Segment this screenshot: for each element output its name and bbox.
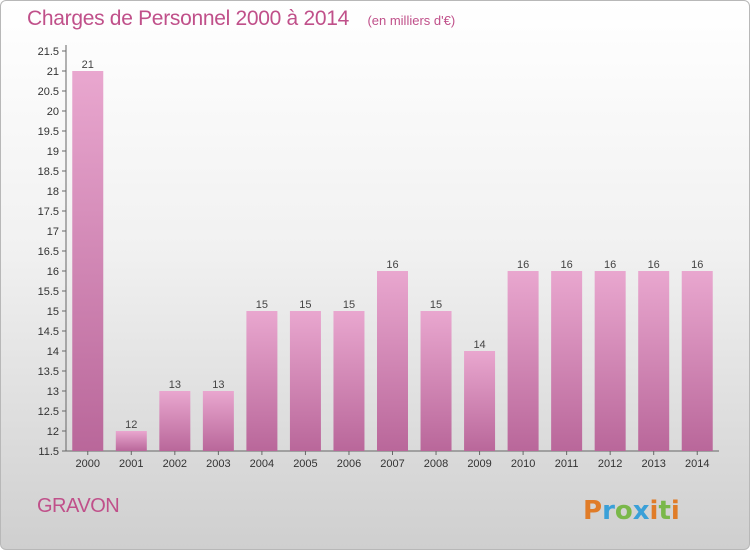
chart-unit: (en milliers d'€) [367,13,456,28]
x-tick-label: 2002 [163,458,187,470]
bar-2006 [333,311,365,451]
bar-2004 [246,311,278,451]
y-axis: 11.5 12 12.5 13 13.5 14 14.5 15 15.5 16 16.5 17 17.5… [38,45,67,458]
bar-2011 [551,271,583,451]
bar-2000 [72,71,104,451]
bar-2003 [202,391,234,451]
data-label-2008: 15 [430,299,442,311]
data-label-2012: 16 [604,259,616,271]
y-tick-label: 16.5 [38,246,59,258]
data-labels: 21 12 13 13 15 15 15 16 15 14 16 16 16 16 16 [82,59,704,431]
y-tick-label: 19.5 [38,126,59,138]
y-tick-label: 12 [47,426,59,438]
y-tick-label: 17 [47,226,59,238]
x-tick-label: 2008 [424,458,448,470]
x-tick-label: 2012 [598,458,622,470]
x-tick-label: 2007 [380,458,404,470]
y-tick-label: 14.5 [38,326,59,338]
data-label-2007: 16 [386,259,398,271]
data-label-2014: 16 [691,259,703,271]
data-label-2006: 15 [343,299,355,311]
y-tick-label: 19 [47,146,59,158]
y-tick-label: 13 [47,386,59,398]
x-tick-label: 2001 [119,458,143,470]
title-row: Charges de Personnel 2000 à 2014 (en mil… [27,7,455,31]
bar-2013 [638,271,670,451]
x-tick-label: 2010 [511,458,535,470]
x-tick-label: 2009 [467,458,491,470]
bar-2008 [420,311,452,451]
bars [72,71,713,451]
bar-2002 [159,391,191,451]
y-tick-label: 21.5 [38,46,59,58]
data-label-2009: 14 [473,339,485,351]
y-tick-label: 16 [47,266,59,278]
data-label-2011: 16 [561,259,573,271]
data-label-2013: 16 [648,259,660,271]
bar-2010 [507,271,539,451]
y-tick-label: 13.5 [38,366,59,378]
x-tick-label: 2000 [76,458,100,470]
x-tick-label: 2013 [641,458,665,470]
commune-name: GRAVON [37,495,120,517]
y-tick-label: 20.5 [38,86,59,98]
y-tick-label: 21 [47,66,59,78]
x-tick-label: 2004 [250,458,274,470]
y-tick-label: 17.5 [38,206,59,218]
bar-2014 [681,271,713,451]
data-label-2002: 13 [169,379,181,391]
data-label-2000: 21 [82,59,94,71]
bar-2009 [464,351,496,451]
svg-text:Proxiti: Proxiti [583,496,680,526]
x-tick-label: 2011 [555,458,579,470]
bar-2005 [289,311,321,451]
data-label-2004: 15 [256,299,268,311]
data-label-2010: 16 [517,259,529,271]
data-label-2003: 13 [212,379,224,391]
y-tick-label: 15 [47,306,59,318]
y-tick-label: 15.5 [38,286,59,298]
x-tick-label: 2003 [206,458,230,470]
y-tick-label: 18.5 [38,166,59,178]
y-tick-label: 20 [47,106,59,118]
x-tick-label: 2005 [293,458,317,470]
y-tick-label: 18 [47,186,59,198]
bar-2012 [594,271,626,451]
chart-title: Charges de Personnel 2000 à 2014 [27,7,349,30]
x-tick-label: 2006 [337,458,361,470]
data-label-2005: 15 [299,299,311,311]
y-tick-label: 14 [47,346,59,358]
data-label-2001: 12 [125,419,137,431]
y-tick-label: 11.5 [38,446,59,458]
bar-2007 [377,271,408,451]
y-tick-label: 12.5 [38,406,59,418]
x-tick-label: 2014 [685,458,709,470]
bar-2001 [115,431,147,451]
